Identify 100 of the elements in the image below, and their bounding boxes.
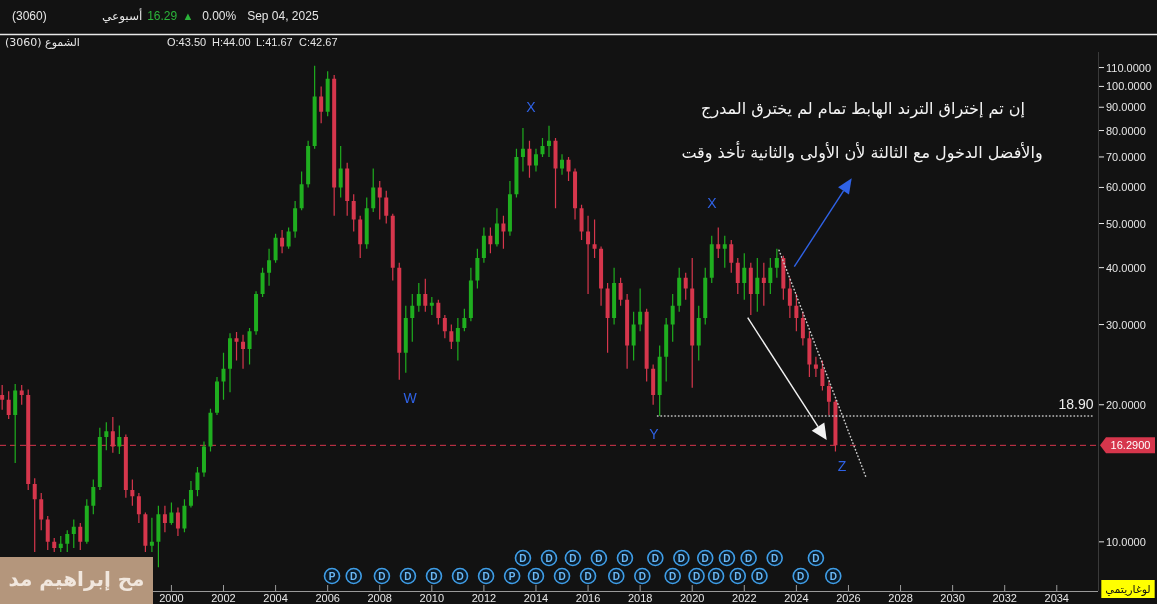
annotation: Z bbox=[837, 458, 847, 474]
event-marker: D bbox=[345, 567, 362, 585]
event-marker: D bbox=[553, 567, 571, 585]
event-marker: D bbox=[718, 549, 736, 567]
candlestick bbox=[813, 356, 818, 378]
annotation: D bbox=[350, 571, 358, 582]
annotation: والأفضل الدخول مع الثالثة لأن الأولى والثانية تأخذ وقت bbox=[681, 140, 1043, 163]
annotation: D bbox=[829, 571, 837, 582]
event-marker: D bbox=[451, 567, 469, 585]
x-tick-label: 2030 bbox=[940, 592, 965, 604]
event-marker: D bbox=[664, 567, 681, 585]
x-tick-label: 2024 bbox=[784, 592, 809, 604]
annotation: D bbox=[378, 571, 386, 582]
chart-title: (3060) bbox=[12, 9, 47, 23]
annotation: D bbox=[812, 553, 820, 564]
candlestick bbox=[494, 208, 499, 247]
candlestick bbox=[560, 154, 565, 175]
y-tick-label: 50.0000 bbox=[1106, 217, 1146, 230]
annotation: إن تم إختراق الترند الهابط تمام لم يخترق المدرج bbox=[701, 98, 1025, 119]
event-marker: D bbox=[696, 549, 714, 567]
annotation: X bbox=[707, 195, 718, 211]
annotation: D bbox=[621, 553, 629, 564]
event-marker: D bbox=[647, 549, 664, 567]
event-marker: D bbox=[564, 549, 582, 567]
y-tick-label: 20.0000 bbox=[1106, 398, 1146, 411]
y-tick-label: 40.0000 bbox=[1106, 261, 1146, 274]
event-marker: D bbox=[688, 567, 705, 585]
event-marker: D bbox=[399, 567, 417, 585]
annotation: D bbox=[595, 553, 603, 564]
annotation: D bbox=[558, 571, 566, 582]
annotation: D bbox=[404, 571, 412, 582]
ref-line-label: 16.2900 bbox=[1110, 439, 1151, 452]
annotation: D bbox=[669, 571, 677, 582]
event-marker: D bbox=[792, 567, 809, 585]
annotation: D bbox=[734, 571, 742, 582]
candlestick bbox=[175, 507, 180, 537]
annotation: مح إبراهيم مد bbox=[8, 566, 145, 591]
text: L:41.67 bbox=[256, 36, 293, 48]
annotation: D bbox=[430, 571, 438, 582]
x-tick-label: 2010 bbox=[419, 592, 445, 604]
text: 0.00% bbox=[202, 9, 237, 23]
y-tick-label: 10.0000 bbox=[1106, 535, 1146, 548]
x-tick-label: 2018 bbox=[627, 592, 653, 604]
x-tick-label: 2008 bbox=[367, 592, 392, 604]
x-tick-label: 2032 bbox=[992, 592, 1017, 604]
x-tick-label: 2022 bbox=[732, 592, 757, 604]
event-marker: D bbox=[729, 567, 747, 585]
event-marker: D bbox=[527, 567, 545, 585]
event-marker: D bbox=[673, 549, 690, 567]
annotation: D bbox=[723, 553, 731, 564]
y-tick-label: 80.0000 bbox=[1106, 124, 1146, 137]
text: Sep 04, 2025 bbox=[247, 9, 319, 23]
x-tick-label: 2000 bbox=[159, 592, 184, 604]
event-marker: D bbox=[514, 549, 532, 567]
event-marker: P bbox=[323, 567, 341, 585]
annotation: X bbox=[526, 99, 537, 115]
y-tick-label: 110.0000 bbox=[1106, 61, 1152, 74]
x-tick-label: 2028 bbox=[888, 592, 913, 604]
y-tick-label: 70.0000 bbox=[1106, 150, 1146, 163]
annotation: D bbox=[519, 553, 527, 564]
x-tick-label: 2012 bbox=[471, 592, 497, 604]
x-tick-label: 2014 bbox=[523, 592, 549, 604]
event-marker: D bbox=[807, 549, 825, 567]
event-marker: D bbox=[616, 549, 634, 567]
annotation: D bbox=[712, 571, 720, 582]
event-marker: D bbox=[579, 567, 597, 585]
annotation: P bbox=[508, 571, 516, 582]
chart-subtitle: أسبوعي bbox=[102, 8, 143, 24]
candlestick bbox=[280, 229, 285, 254]
annotation: D bbox=[692, 571, 701, 582]
x-tick-label: 2020 bbox=[679, 592, 705, 604]
event-marker: D bbox=[590, 549, 608, 567]
text: لوغاريتمي bbox=[1105, 582, 1151, 596]
candlestick bbox=[547, 125, 551, 157]
text: O:43.50 bbox=[167, 36, 207, 48]
candlestick bbox=[586, 215, 591, 295]
event-marker: D bbox=[751, 567, 768, 585]
annotation: D bbox=[584, 571, 592, 582]
annotation: D bbox=[677, 553, 685, 564]
annotation: D bbox=[532, 571, 540, 582]
text: C:42.67 bbox=[299, 36, 338, 48]
event-marker: D bbox=[373, 567, 391, 585]
annotation: D bbox=[482, 571, 490, 582]
event-marker: D bbox=[634, 567, 651, 585]
x-tick-label: 2004 bbox=[263, 592, 288, 604]
annotation: P bbox=[328, 571, 336, 582]
x-tick-label: 2026 bbox=[836, 592, 861, 604]
event-marker: D bbox=[824, 567, 842, 585]
x-tick-label: 2034 bbox=[1044, 592, 1070, 604]
annotation: W bbox=[403, 390, 418, 406]
candlestick bbox=[533, 148, 538, 172]
event-marker: D bbox=[540, 549, 558, 567]
event-marker: D bbox=[707, 567, 725, 585]
candlestick bbox=[826, 381, 831, 415]
candlestick bbox=[520, 128, 525, 172]
annotation: D bbox=[745, 553, 753, 564]
annotation: D bbox=[456, 571, 464, 582]
y-tick-label: 30.0000 bbox=[1106, 318, 1146, 331]
text: الشموع (3060) bbox=[5, 35, 80, 49]
annotation: D bbox=[569, 553, 577, 564]
